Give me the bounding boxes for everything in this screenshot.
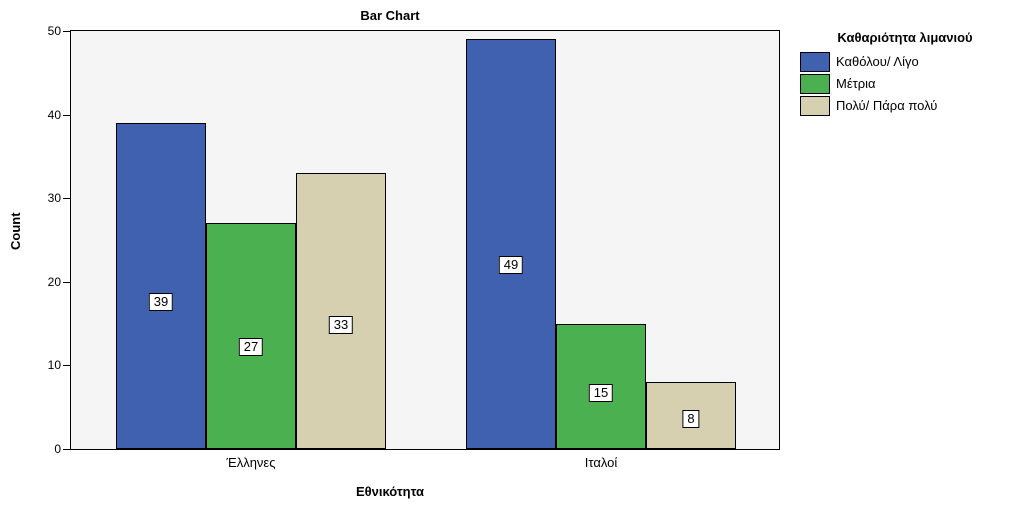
legend-swatch-0 — [800, 52, 830, 72]
legend-item-0: Καθόλου/ Λίγο — [800, 52, 1010, 72]
legend-label-1: Μέτρια — [836, 76, 876, 91]
legend-swatch-2 — [800, 96, 830, 116]
legend-item-1: Μέτρια — [800, 74, 1010, 94]
legend-title-text: Καθαριότητα λιμανιού — [837, 30, 972, 45]
bar — [206, 223, 296, 449]
x-category-label: Ιταλοί — [585, 455, 618, 470]
y-tick-label: 0 — [54, 442, 61, 456]
legend: Καθαριότητα λιμανιού Καθόλου/ Λίγο Μέτρι… — [800, 30, 1010, 118]
y-tick — [63, 115, 71, 116]
y-tick-label: 40 — [48, 108, 61, 122]
y-tick-label: 30 — [48, 191, 61, 205]
legend-label-2: Πολύ/ Πάρα πολύ — [836, 98, 937, 113]
bar-value-label: 49 — [499, 256, 523, 274]
y-tick-label: 20 — [48, 275, 61, 289]
y-tick — [63, 365, 71, 366]
bar — [296, 173, 386, 449]
bar-value-label: 39 — [149, 293, 173, 311]
y-tick — [63, 282, 71, 283]
bar-value-label: 15 — [589, 384, 613, 402]
bar-value-label: 27 — [239, 338, 263, 356]
x-axis-label: Εθνικότητα — [0, 484, 780, 499]
y-tick-label: 50 — [48, 24, 61, 38]
bar — [466, 39, 556, 449]
bar-chart-figure: Bar Chart Count 0 10 20 30 40 50 Έλληνες 39 27 33… — [0, 0, 1024, 505]
chart-title: Bar Chart — [0, 8, 780, 23]
legend-swatch-1 — [800, 74, 830, 94]
x-category-label: Έλληνες — [227, 455, 276, 470]
y-tick — [63, 31, 71, 32]
bar — [116, 123, 206, 449]
plot-area: 01020304050Έλληνες392733Ιταλοί49158 — [70, 30, 780, 450]
y-tick — [63, 198, 71, 199]
legend-title: Καθαριότητα λιμανιού — [800, 30, 1010, 46]
y-tick — [63, 449, 71, 450]
bar-value-label: 33 — [329, 316, 353, 334]
y-tick-label: 10 — [48, 358, 61, 372]
bar-value-label: 8 — [682, 410, 699, 428]
legend-item-2: Πολύ/ Πάρα πολύ — [800, 96, 1010, 116]
legend-label-0: Καθόλου/ Λίγο — [836, 54, 919, 69]
y-axis-label: Count — [8, 212, 23, 250]
